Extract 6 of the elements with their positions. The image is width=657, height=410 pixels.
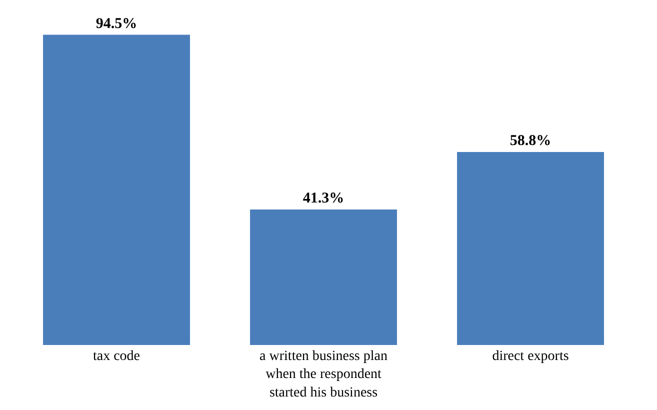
x-tick-label: tax code xyxy=(92,349,140,364)
x-tick-label: a written business plan when the respondent started his business xyxy=(260,349,388,400)
x-tick-label: direct exports xyxy=(492,349,569,364)
data-label: 41.3% xyxy=(302,190,344,206)
data-label: 58.8% xyxy=(510,133,552,149)
data-label: 94.5% xyxy=(96,16,138,32)
